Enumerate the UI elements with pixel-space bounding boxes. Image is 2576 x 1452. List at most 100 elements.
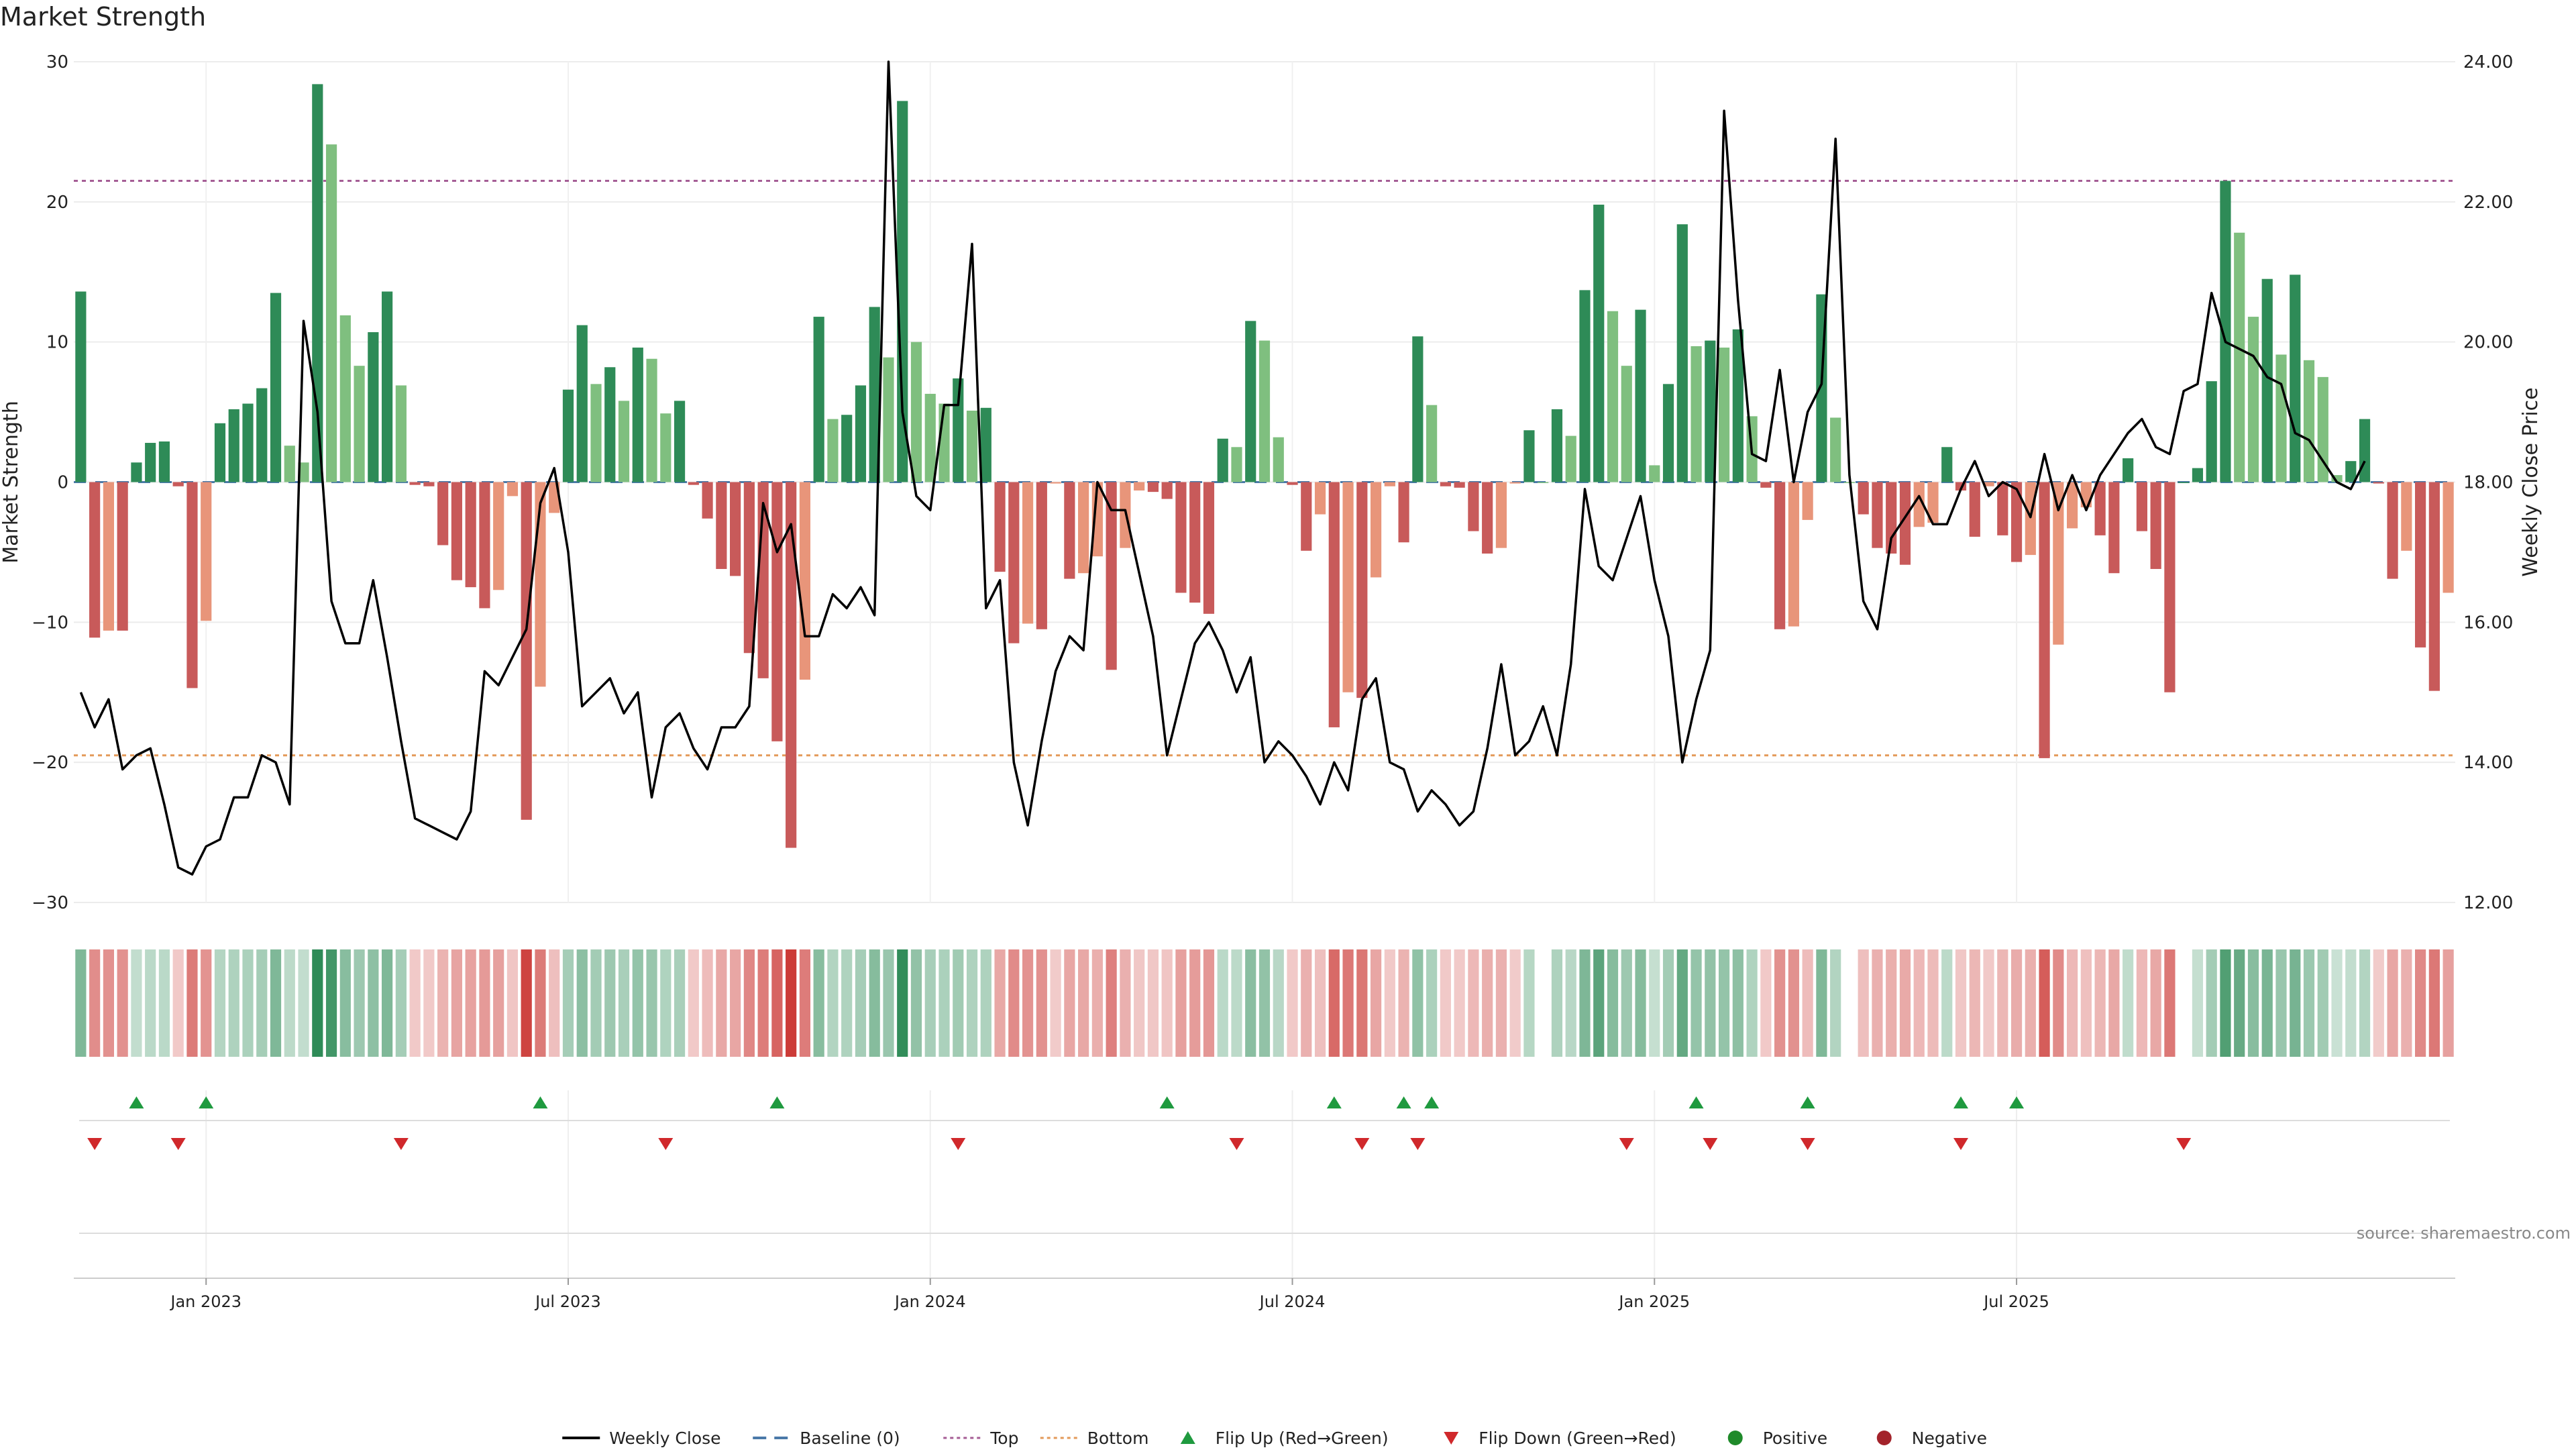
- strength-bar-85: [1258, 340, 1271, 482]
- heat-cell-21: [368, 949, 379, 1057]
- flip-up-marker-7: [1424, 1096, 1440, 1108]
- heat-cell-122: [1774, 949, 1786, 1057]
- strength-bar-12: [242, 403, 254, 482]
- flip-down-marker-12: [2176, 1138, 2192, 1150]
- legend-item-3: Bottom: [1040, 1429, 1148, 1448]
- heat-cell-59: [897, 949, 908, 1057]
- flip-up-marker-9: [1800, 1096, 1815, 1108]
- strength-bar-66: [994, 482, 1006, 572]
- heat-cell-148: [2136, 949, 2147, 1057]
- strength-bar-21: [368, 332, 379, 482]
- ytick-right-3: 18.00: [2463, 473, 2513, 493]
- x-axis: Jan 2023 Jul 2023 Jan 2024 Jul 2024 Jan 2025…: [74, 1278, 2455, 1311]
- strength-bar-74: [1106, 482, 1117, 670]
- strength-bar-155: [2234, 232, 2245, 482]
- ytick-right-6: 12.00: [2463, 893, 2513, 913]
- heat-cell-108: [1579, 949, 1591, 1057]
- ytick-right-0: 24.00: [2463, 52, 2513, 72]
- strength-bar-160: [2303, 360, 2315, 482]
- strength-bar-24: [409, 482, 421, 485]
- heat-cell-121: [1760, 949, 1772, 1057]
- strength-bar-119: [1732, 329, 1743, 482]
- heat-cell-19: [339, 949, 351, 1057]
- strength-bar-43: [674, 401, 686, 482]
- strength-bar-113: [1649, 465, 1660, 482]
- strength-bar-98: [1440, 482, 1451, 486]
- strength-bar-58: [883, 357, 894, 482]
- strength-bar-165: [2373, 482, 2384, 484]
- strength-bar-67: [1008, 482, 1020, 643]
- heat-cell-115: [1676, 949, 1688, 1057]
- heat-cell-18: [325, 949, 337, 1057]
- xtick-label-0: Jan 2023: [169, 1292, 241, 1311]
- heat-cell-56: [855, 949, 867, 1057]
- heat-cell-36: [576, 949, 588, 1057]
- heat-cell-60: [910, 949, 922, 1057]
- heat-cell-24: [409, 949, 421, 1057]
- strength-bar-164: [2359, 419, 2371, 482]
- strength-bar-25: [423, 482, 435, 486]
- heat-cell-134: [1941, 949, 1953, 1057]
- heat-cell-102: [1495, 949, 1507, 1057]
- heat-cell-80: [1189, 949, 1201, 1057]
- strength-bar-158: [2275, 354, 2287, 482]
- strength-bar-1: [89, 482, 101, 638]
- heat-cell-48: [743, 949, 755, 1057]
- strength-bar-45: [702, 482, 713, 519]
- strength-bar-121: [1760, 482, 1772, 488]
- heat-cell-79: [1175, 949, 1187, 1057]
- heat-cell-63: [953, 949, 964, 1057]
- strength-bar-69: [1036, 482, 1047, 629]
- strength-bar-10: [214, 423, 226, 482]
- heat-cell-138: [1997, 949, 2008, 1057]
- heat-cell-0: [75, 949, 87, 1057]
- heat-cell-125: [1816, 949, 1827, 1057]
- heat-cell-91: [1342, 949, 1354, 1057]
- ytick-left-6: −30: [32, 893, 68, 913]
- ytick-left-5: −20: [32, 753, 68, 773]
- strength-bar-47: [730, 482, 741, 576]
- strength-bar-109: [1593, 205, 1605, 482]
- heat-cell-49: [757, 949, 769, 1057]
- heat-cell-16: [298, 949, 309, 1057]
- heat-cell-137: [1983, 949, 1994, 1057]
- flip-up-marker-11: [2009, 1096, 2025, 1108]
- flip-up-marker-1: [199, 1096, 214, 1108]
- strength-bar-65: [980, 407, 991, 482]
- strength-bar-20: [354, 366, 365, 482]
- strength-bar-36: [576, 325, 588, 482]
- strength-bar-139: [2010, 482, 2023, 562]
- heat-cell-47: [730, 949, 741, 1057]
- flip-down-marker-3: [658, 1138, 674, 1150]
- strength-bar-129: [1872, 482, 1883, 548]
- heat-cell-120: [1746, 949, 1758, 1057]
- ylabel-right: Weekly Close Price: [2519, 387, 2542, 576]
- strength-bar-16: [298, 462, 309, 482]
- heat-cell-20: [354, 949, 365, 1057]
- strength-bar-143: [2066, 482, 2078, 529]
- heat-cell-33: [535, 949, 546, 1057]
- heat-cell-128: [1858, 949, 1869, 1057]
- strength-bar-126: [1830, 417, 1841, 482]
- heat-cell-4: [131, 949, 142, 1057]
- heat-cell-73: [1091, 949, 1103, 1057]
- heat-cell-116: [1690, 949, 1702, 1057]
- heat-cell-140: [2025, 949, 2036, 1057]
- strength-bar-50: [771, 482, 783, 741]
- ytick-left-2: 10: [46, 333, 68, 353]
- heat-cell-29: [479, 949, 490, 1057]
- legend-label-6: Positive: [1763, 1429, 1827, 1448]
- strength-bar-128: [1858, 482, 1869, 515]
- heat-cell-93: [1370, 949, 1382, 1057]
- heat-cell-23: [395, 949, 407, 1057]
- axes: 30 20 10 0 −10 −20 −30 24.00 22.00 20.00 18.00 16.0…: [0, 52, 2542, 913]
- ytick-right-5: 14.00: [2463, 753, 2513, 773]
- heat-cell-50: [771, 949, 783, 1057]
- heat-cell-78: [1161, 949, 1173, 1057]
- strength-bar-96: [1412, 336, 1424, 482]
- heat-cell-95: [1398, 949, 1409, 1057]
- strength-bar-100: [1468, 482, 1479, 531]
- strength-bar-17: [312, 84, 323, 482]
- strength-bar-147: [2123, 458, 2134, 482]
